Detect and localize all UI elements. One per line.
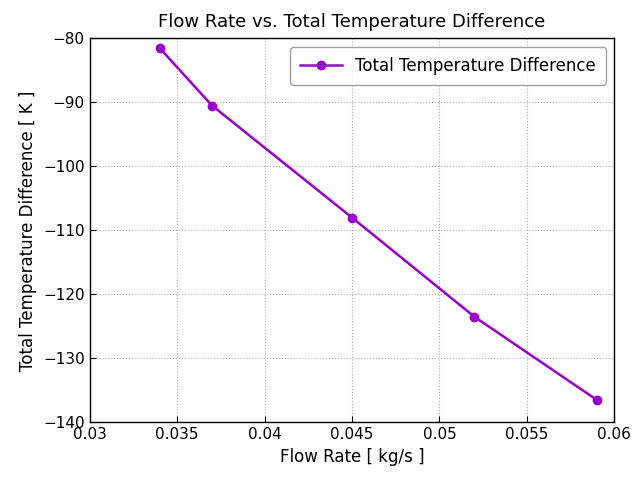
Total Temperature Difference	[593, 397, 601, 403]
Title: Flow Rate vs. Total Temperature Difference: Flow Rate vs. Total Temperature Differen…	[158, 13, 546, 31]
Line: Total Temperature Difference: Total Temperature Difference	[156, 44, 601, 404]
Total Temperature Difference	[348, 215, 356, 220]
Y-axis label: Total Temperature Difference [ K ]: Total Temperature Difference [ K ]	[19, 90, 37, 371]
Total Temperature Difference	[208, 103, 216, 108]
Legend: Total Temperature Difference: Total Temperature Difference	[291, 47, 606, 85]
Total Temperature Difference	[156, 45, 163, 51]
X-axis label: Flow Rate [ kg/s ]: Flow Rate [ kg/s ]	[280, 448, 424, 466]
Total Temperature Difference	[470, 314, 478, 320]
